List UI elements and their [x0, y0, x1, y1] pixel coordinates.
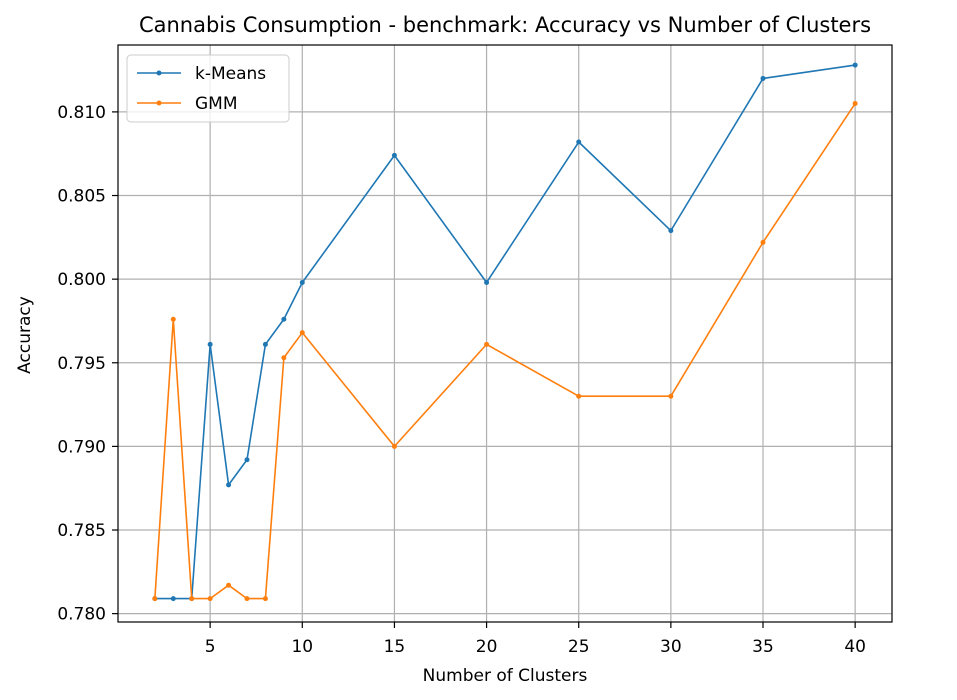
x-tick-label: 30: [660, 637, 682, 657]
data-point-k-means: [760, 75, 766, 81]
y-tick-label: 0.805: [57, 187, 106, 207]
data-point-k-means: [281, 316, 287, 322]
y-axis-label: Accuracy: [15, 296, 35, 374]
data-point-k-means: [668, 228, 674, 234]
x-tick-label: 15: [384, 637, 406, 657]
data-point-k-means: [244, 457, 250, 463]
legend: k-Means GMM: [126, 54, 290, 123]
x-tick-label: 5: [205, 637, 216, 657]
data-point-k-means: [484, 279, 490, 285]
y-tick-label: 0.800: [57, 270, 106, 290]
data-point-gmm: [852, 101, 858, 107]
data-point-gmm: [244, 596, 250, 602]
y-tick-label: 0.790: [57, 437, 106, 457]
data-point-gmm: [170, 316, 176, 322]
data-point-gmm: [226, 582, 232, 588]
data-point-gmm: [484, 341, 490, 347]
data-point-gmm: [576, 393, 582, 399]
data-point-k-means: [207, 341, 213, 347]
chart-title: Cannabis Consumption - benchmark: Accura…: [139, 13, 871, 37]
data-point-k-means: [852, 62, 858, 68]
axis-ticks: 5 10 15 20 25 30 35 40 0.780 0.785 0.790 0.795 0.800…: [57, 103, 866, 657]
data-point-k-means: [576, 139, 582, 145]
series-layer: [152, 62, 858, 602]
x-axis-label: Number of Clusters: [423, 666, 588, 686]
legend-box: [126, 54, 290, 123]
y-tick-label: 0.795: [57, 354, 106, 374]
grid: [118, 45, 892, 622]
data-point-k-means: [299, 279, 305, 285]
data-point-k-means: [262, 341, 268, 347]
x-tick-label: 40: [844, 637, 866, 657]
y-tick-label: 0.785: [57, 521, 106, 541]
data-point-k-means: [391, 152, 397, 158]
legend-kmeans-marker: [156, 70, 162, 76]
y-tick-label: 0.780: [57, 605, 106, 625]
x-tick-label: 20: [476, 637, 498, 657]
data-point-gmm: [262, 596, 268, 602]
legend-kmeans-label: k-Means: [195, 64, 266, 84]
y-tick-label: 0.810: [57, 103, 106, 123]
data-point-gmm: [391, 443, 397, 449]
data-point-gmm: [281, 355, 287, 361]
plot-area-frame: [117, 44, 893, 623]
data-point-gmm: [760, 239, 766, 245]
x-tick-label: 35: [752, 637, 774, 657]
legend-gmm-label: GMM: [195, 94, 238, 114]
legend-gmm-marker: [156, 100, 162, 106]
data-point-gmm: [668, 393, 674, 399]
data-point-gmm: [152, 596, 158, 602]
x-tick-label: 25: [568, 637, 590, 657]
data-point-gmm: [207, 596, 213, 602]
data-point-gmm: [299, 330, 305, 336]
data-point-gmm: [189, 596, 195, 602]
x-tick-label: 10: [291, 637, 313, 657]
data-point-k-means: [226, 482, 232, 488]
data-point-k-means: [170, 596, 176, 602]
